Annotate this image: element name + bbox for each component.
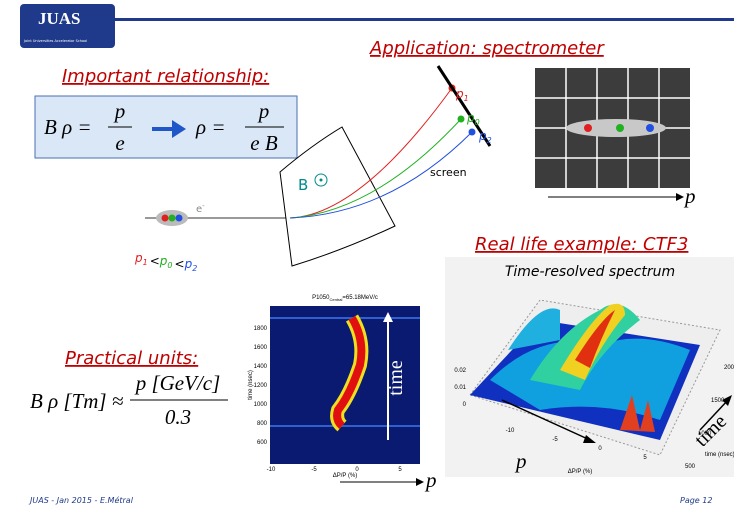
momentum-label: p2 [478, 129, 492, 145]
formula-text: B ρ [Tm] ≈ [30, 389, 124, 413]
title-sub: Central [329, 297, 342, 302]
x-axis-label: ΔP/P (%) [568, 469, 593, 475]
particle [162, 215, 169, 222]
axis-label: p [514, 449, 527, 473]
momentum-index: 1 [143, 258, 148, 267]
y-tick-label: 800 [257, 421, 268, 427]
hit [458, 116, 465, 123]
footer: Page 12 [680, 496, 712, 505]
formula-text: B ρ = [44, 115, 92, 139]
hit [584, 124, 592, 132]
z-tick-label: 0.02 [454, 368, 466, 374]
plot-subtitle: Time-resolved spectrum [505, 264, 675, 280]
time-label: time [385, 360, 407, 396]
y-axis-label: time (nsec) [705, 452, 734, 458]
x-tick-label: -5 [552, 437, 558, 443]
heatmap-title: P1050Central=65.18MeV/c [312, 295, 378, 302]
logo: JUAS [38, 9, 81, 28]
heading: Important relationship: [62, 66, 269, 87]
field-symbol [320, 179, 323, 182]
momentum-index: 0 [167, 261, 172, 270]
logo-subtitle: Joint Universities Accelerator School [23, 39, 87, 43]
momentum-index: 2 [192, 264, 197, 273]
y-tick-label: 200 [724, 365, 734, 371]
momentum-label: p1 [455, 87, 469, 103]
y-tick-label: 500 [685, 464, 696, 470]
y-tick-label: 1600 [254, 345, 268, 351]
title-rest: =65.18MeV/c [342, 295, 378, 301]
arrow-head [416, 478, 424, 486]
momentum-index: 0 [475, 118, 480, 127]
formula-text: p [GeV/c] [134, 371, 221, 395]
order-sign: < [150, 254, 160, 268]
arrow-head [676, 193, 684, 201]
y-tick-label: 600 [257, 440, 268, 446]
x-tick-label: -5 [311, 467, 317, 473]
y-tick-label: 1500 [711, 398, 725, 404]
z-tick-label: 0.01 [454, 385, 466, 391]
charge: - [202, 202, 205, 210]
formula-text: ρ = [195, 115, 226, 139]
x-tick-label: -10 [506, 428, 515, 434]
momentum-label: p0 [466, 111, 480, 127]
y-tick-label: 1200 [254, 383, 268, 389]
electron-label: e- [196, 202, 205, 215]
field-label: B [298, 176, 308, 194]
y-tick-label: 1800 [254, 326, 268, 332]
axis-label: p [424, 468, 437, 492]
y-tick-label: 1400 [254, 364, 268, 370]
x-tick-label: -10 [267, 467, 276, 473]
screen-label: screen [430, 166, 467, 179]
formula-text: p [257, 99, 270, 123]
particle [169, 215, 176, 222]
formula-text: e [115, 131, 124, 155]
heading: Real life example: CTF3 [475, 234, 688, 255]
hit [469, 129, 476, 136]
y-tick-label: 1000 [254, 402, 268, 408]
heading: Practical units: [65, 348, 198, 369]
formula-text: e B [250, 131, 278, 155]
axis-label: p [683, 184, 696, 208]
particle [176, 215, 183, 222]
title-main: P1050 [312, 295, 330, 301]
header-bar [115, 18, 734, 21]
heading: Application: spectrometer [369, 38, 605, 59]
momentum-index: 1 [464, 94, 469, 103]
formula-text: 0.3 [165, 405, 191, 429]
order-sign: < [175, 257, 185, 271]
slide: JUAS Joint Universities Accelerator Scho… [0, 0, 734, 509]
hit [616, 124, 624, 132]
x-axis-label: ΔP/P (%) [333, 473, 358, 479]
footer: JUAS - Jan 2015 - E.Métral [28, 495, 134, 505]
formula-text: p [113, 99, 126, 123]
y-axis-label: time (nsec) [248, 370, 254, 400]
ordering: p1<p0<p2 [134, 251, 197, 273]
momentum-index: 2 [487, 136, 492, 145]
hit [646, 124, 654, 132]
